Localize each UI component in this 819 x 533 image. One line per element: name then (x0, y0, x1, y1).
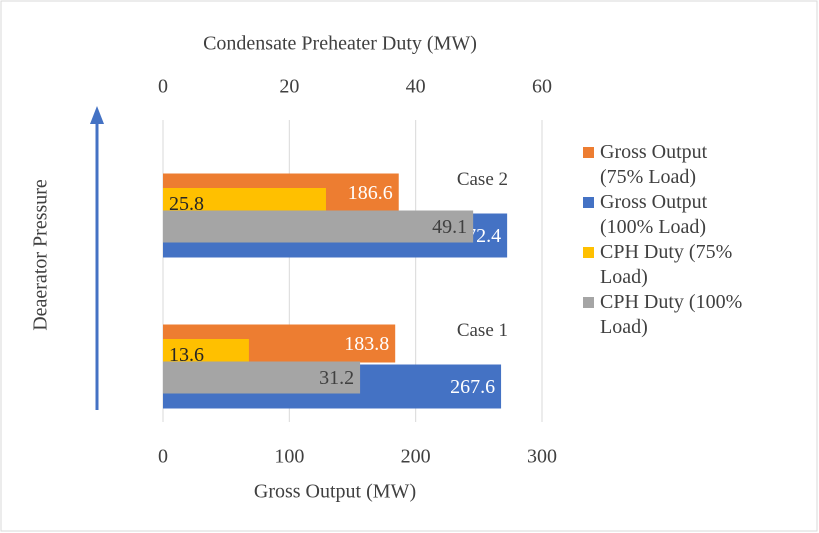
bar (163, 361, 361, 394)
data-label: 49.1 (432, 216, 467, 238)
legend-label: CPH Duty (100% Load) (600, 291, 743, 338)
legend-label: Gross Output (100% Load) (600, 191, 708, 238)
x2-tick-label: 0 (158, 76, 168, 98)
legend-item: Gross Output (100% Load) (583, 190, 743, 240)
x2-tick-label: 20 (279, 76, 299, 98)
x2-tick-label: 40 (406, 76, 426, 98)
arrow-head (90, 106, 104, 124)
x-tick-label: 300 (527, 446, 557, 468)
legend-swatch (583, 197, 594, 208)
category-label: Case 1 (457, 320, 508, 341)
data-label: 183.8 (344, 333, 389, 355)
data-label: 267.6 (450, 376, 495, 398)
x-tick-label: 100 (274, 446, 304, 468)
legend-swatch (583, 247, 594, 258)
bar (163, 210, 474, 243)
y-axis-title: Deaerator Pressure (30, 179, 52, 331)
legend-item: Gross Output (75% Load) (583, 140, 743, 190)
legend: Gross Output (75% Load) Gross Output (100… (583, 140, 743, 340)
legend-label: Gross Output (75% Load) (600, 141, 708, 188)
legend-swatch (583, 297, 594, 308)
data-label: 13.6 (169, 344, 204, 366)
legend-swatch (583, 147, 594, 158)
legend-label: CPH Duty (75% Load) (600, 241, 733, 288)
data-label: 186.6 (348, 182, 393, 204)
legend-item: CPH Duty (100% Load) (583, 290, 743, 340)
data-label: 31.2 (319, 367, 354, 389)
x-tick-label: 200 (401, 446, 431, 468)
category-label: Case 2 (457, 169, 508, 190)
legend-item: CPH Duty (75% Load) (583, 240, 743, 290)
x2-axis-title: Condensate Preheater Duty (MW) (203, 33, 477, 55)
x-axis-title: Gross Output (MW) (254, 481, 416, 503)
data-label: 25.8 (169, 193, 204, 215)
x2-tick-label: 60 (532, 76, 552, 98)
x-tick-label: 0 (158, 446, 168, 468)
